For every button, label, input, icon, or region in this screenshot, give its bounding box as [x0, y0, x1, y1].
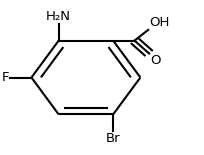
Text: F: F: [2, 71, 9, 84]
Text: O: O: [150, 54, 161, 67]
Text: H₂N: H₂N: [46, 10, 71, 23]
Text: Br: Br: [106, 132, 120, 145]
Text: OH: OH: [149, 16, 170, 29]
